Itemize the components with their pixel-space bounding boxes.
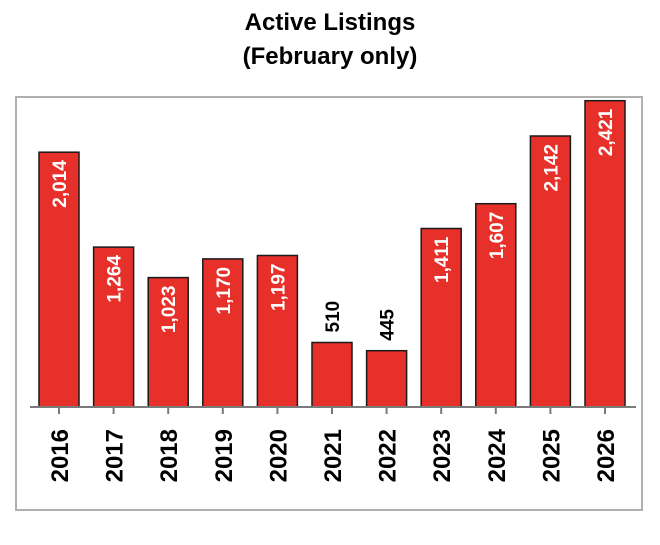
- bar-2016: [38, 151, 80, 408]
- value-label-2025: 2,142: [541, 144, 562, 192]
- bar-2021: [311, 341, 353, 408]
- bar-2026: [584, 99, 626, 408]
- value-label-2017: 1,264: [105, 255, 126, 303]
- x-tick-label-2019: 2019: [211, 429, 238, 482]
- value-label-2023: 1,411: [432, 236, 453, 283]
- bar-2024: [475, 202, 517, 408]
- x-tick-label-2026: 2026: [593, 429, 620, 482]
- x-tick-label-2023: 2023: [429, 429, 456, 482]
- bar-2017: [92, 246, 135, 408]
- value-label-2026: 2,421: [596, 108, 617, 156]
- value-label-2024: 1,607: [487, 212, 508, 260]
- x-tick-label-2022: 2022: [375, 429, 402, 482]
- value-label-2022: 445: [378, 309, 399, 341]
- value-label-2016: 2,014: [50, 160, 71, 208]
- x-tick-label-2018: 2018: [156, 429, 183, 482]
- x-tick-label-2016: 2016: [47, 429, 74, 482]
- bar-2022: [365, 349, 408, 408]
- value-label-2018: 1,023: [159, 286, 180, 334]
- bar-2025: [529, 135, 572, 408]
- value-label-2019: 1,170: [214, 267, 235, 315]
- value-label-2020: 1,197: [268, 264, 289, 312]
- x-tick-label-2024: 2024: [484, 428, 511, 482]
- chart-title-line1: Active Listings: [244, 9, 416, 36]
- chart-frame: [15, 96, 643, 511]
- chart-title: Active Listings (February only): [0, 6, 660, 74]
- value-label-2021: 510: [323, 301, 344, 333]
- chart-title-line2: (February only): [242, 43, 418, 70]
- x-tick-label-2021: 2021: [320, 429, 347, 482]
- x-tick-label-2020: 2020: [265, 429, 292, 482]
- bar-2023: [420, 227, 462, 408]
- x-tick-label-2017: 2017: [102, 429, 129, 482]
- x-tick-label-2025: 2025: [538, 429, 565, 482]
